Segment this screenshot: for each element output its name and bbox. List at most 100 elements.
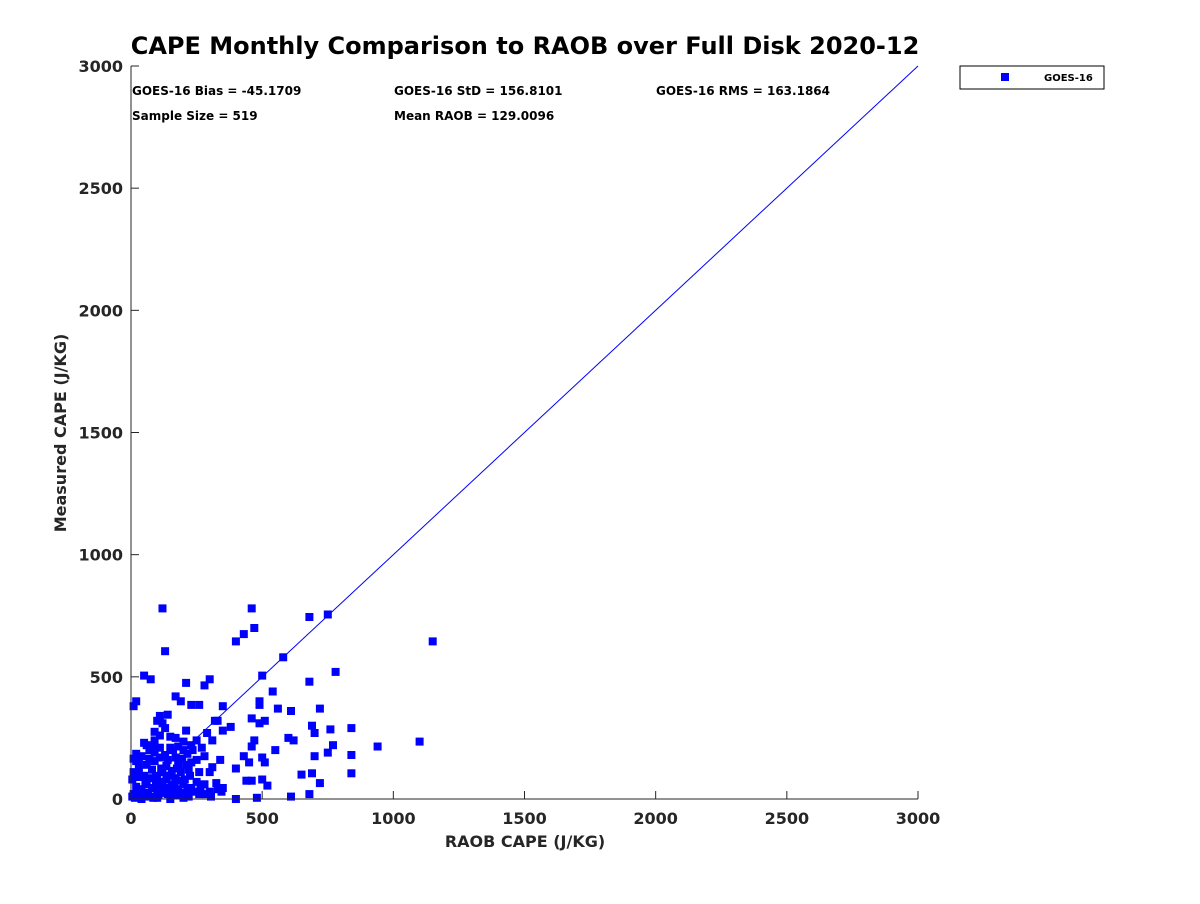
x-tick-label: 1500 xyxy=(502,809,547,828)
data-point xyxy=(129,702,138,711)
data-point xyxy=(162,775,171,784)
data-point xyxy=(155,711,164,720)
y-tick-label: 0 xyxy=(112,790,123,809)
data-point xyxy=(258,775,267,784)
data-point xyxy=(258,671,267,680)
data-point xyxy=(132,782,141,791)
scatter-points xyxy=(128,604,437,803)
data-point xyxy=(373,742,382,751)
data-point xyxy=(154,791,163,800)
data-point xyxy=(200,752,209,761)
data-point xyxy=(310,729,319,737)
x-tick-label: 2500 xyxy=(765,809,810,828)
x-axis-ticks: 0 500 1000 1500 2000 2500 3000 xyxy=(125,791,940,828)
data-point xyxy=(146,774,155,783)
data-point xyxy=(172,791,181,800)
data-point xyxy=(192,777,201,786)
data-point xyxy=(179,737,188,746)
data-point xyxy=(187,741,196,750)
data-point xyxy=(239,630,248,639)
data-point xyxy=(245,758,254,767)
stat-rms: GOES-16 RMS = 163.1864 xyxy=(656,84,830,98)
data-point xyxy=(287,707,295,715)
x-tick-label: 3000 xyxy=(896,809,941,828)
data-point xyxy=(195,700,204,709)
data-point xyxy=(187,700,196,709)
data-point xyxy=(203,729,212,737)
data-point xyxy=(151,771,160,780)
data-point xyxy=(205,675,214,684)
data-point xyxy=(192,736,201,745)
data-point xyxy=(140,671,149,680)
y-tick-label: 2500 xyxy=(78,179,123,198)
data-point xyxy=(242,776,251,785)
data-point xyxy=(216,755,225,764)
data-point xyxy=(218,726,227,735)
data-point xyxy=(171,692,180,701)
data-point xyxy=(167,766,176,775)
data-point xyxy=(175,776,184,785)
data-point xyxy=(171,753,180,762)
data-point xyxy=(149,793,158,802)
data-point xyxy=(260,758,269,767)
data-point xyxy=(158,604,167,613)
data-point xyxy=(134,765,143,774)
data-point xyxy=(140,771,149,780)
data-point xyxy=(184,792,193,801)
data-point xyxy=(250,736,259,745)
data-point xyxy=(140,738,149,747)
data-point xyxy=(289,736,298,745)
data-point xyxy=(329,741,337,750)
data-point xyxy=(252,793,261,802)
data-point xyxy=(150,736,159,745)
data-point xyxy=(142,760,151,769)
data-point xyxy=(305,613,314,621)
stat-mean-raob: Mean RAOB = 129.0096 xyxy=(394,109,554,123)
data-point xyxy=(201,790,210,799)
data-point xyxy=(144,788,153,797)
y-tick-label: 3000 xyxy=(78,57,123,76)
data-point xyxy=(184,765,193,774)
data-point xyxy=(150,727,159,736)
data-point xyxy=(179,793,188,802)
x-tick-label: 500 xyxy=(245,809,278,828)
data-point xyxy=(250,624,259,632)
data-point xyxy=(279,653,288,662)
data-point xyxy=(153,786,162,795)
data-point xyxy=(297,770,306,779)
data-point xyxy=(415,737,424,746)
data-point xyxy=(182,760,191,769)
data-point xyxy=(310,752,319,761)
data-point xyxy=(182,678,191,687)
data-point xyxy=(260,716,269,725)
data-point xyxy=(247,714,256,723)
data-point xyxy=(134,773,143,781)
data-point xyxy=(157,764,166,773)
legend-box xyxy=(959,65,1105,90)
data-point xyxy=(138,791,147,800)
data-point xyxy=(284,733,293,742)
data-point xyxy=(226,722,235,731)
data-point xyxy=(200,780,209,789)
data-point xyxy=(172,764,181,773)
data-point xyxy=(323,748,332,757)
data-point xyxy=(273,704,282,713)
data-point xyxy=(129,754,138,763)
legend-label-goes-16: GOES-16 xyxy=(1044,73,1093,84)
data-point xyxy=(183,786,192,795)
data-point xyxy=(157,777,166,786)
data-point xyxy=(153,716,162,725)
x-axis-label: RAOB CAPE (J/KG) xyxy=(445,832,605,851)
data-point xyxy=(146,675,155,684)
data-point xyxy=(428,637,437,646)
data-point xyxy=(305,790,314,799)
data-point xyxy=(187,758,196,767)
data-point xyxy=(133,787,142,796)
data-point xyxy=(205,768,214,777)
plot-area: 0 500 1000 1500 2000 2500 3000 0 500 1000 1500 200… xyxy=(78,57,940,828)
data-point xyxy=(155,743,164,752)
data-point xyxy=(178,788,187,797)
data-point xyxy=(239,752,248,761)
y-tick-label: 1000 xyxy=(78,546,123,565)
